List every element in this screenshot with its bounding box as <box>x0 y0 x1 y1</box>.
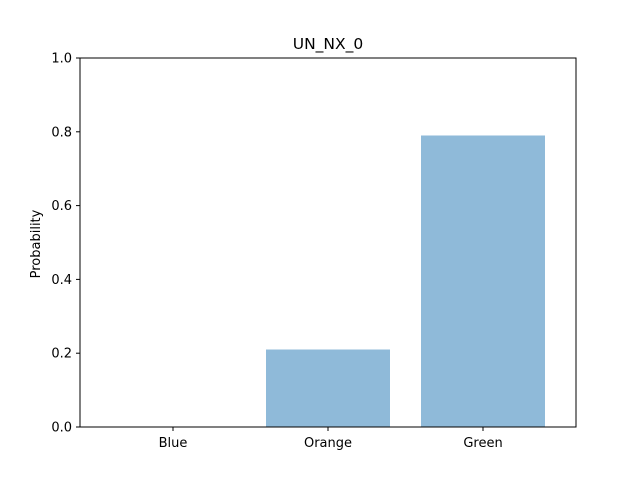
x-tick-label-orange: Orange <box>304 436 352 451</box>
bar-green <box>421 135 545 428</box>
y-tick-label: 0.6 <box>51 199 72 214</box>
chart-title: UN_NX_0 <box>293 35 364 54</box>
y-tick-label: 0.2 <box>51 347 72 362</box>
x-tick-label-blue: Blue <box>159 436 188 451</box>
plot-frame <box>79 57 577 428</box>
bar-orange <box>266 349 390 427</box>
y-tick-label: 0.4 <box>51 273 72 288</box>
x-tick-label-green: Green <box>463 436 502 451</box>
x-ticks: Blue Orange Green <box>159 427 503 451</box>
y-tick-label: 0.0 <box>51 421 72 436</box>
y-tick-label: 1.0 <box>51 52 72 67</box>
y-axis-label: Probability <box>29 209 44 278</box>
y-ticks: 0.0 0.2 0.4 0.6 0.8 1.0 <box>51 52 80 436</box>
bars-layer <box>266 135 545 428</box>
y-tick-label: 0.8 <box>51 125 72 140</box>
